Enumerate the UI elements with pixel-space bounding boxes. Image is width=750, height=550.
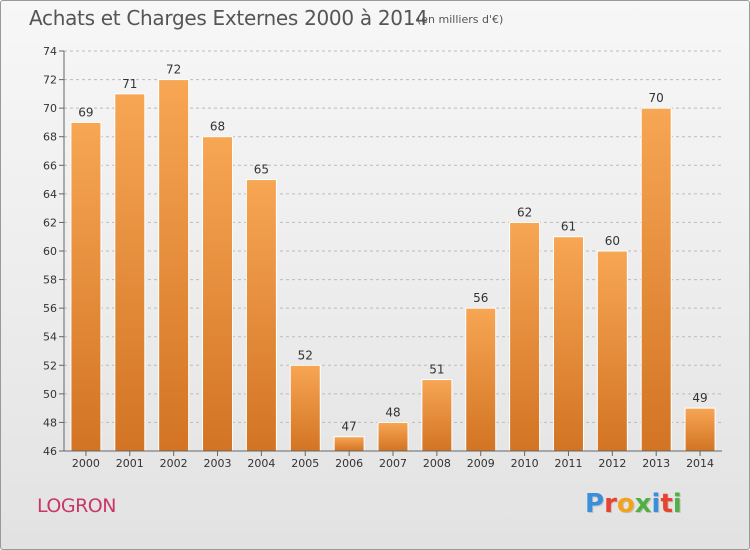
bar-2012: [596, 250, 628, 452]
logo-letter: P: [585, 489, 605, 519]
y-tick-label: 54: [43, 331, 57, 344]
data-label: 65: [254, 163, 269, 177]
data-label: 71: [122, 77, 137, 91]
x-tick-label: 2002: [160, 457, 188, 470]
logo-letter: t: [660, 489, 673, 519]
bar-2013: [640, 107, 672, 452]
x-tick-label: 2009: [467, 457, 495, 470]
bar-2002: [158, 79, 190, 452]
x-tick-label: 2014: [686, 457, 714, 470]
bar-2001: [114, 93, 146, 452]
commune-name: LOGRON: [37, 495, 116, 517]
x-tick-label: 2003: [204, 457, 232, 470]
data-label: 47: [341, 420, 356, 434]
y-tick-label: 68: [43, 131, 57, 144]
bar-2008: [421, 379, 453, 452]
data-label: 52: [298, 348, 313, 362]
bar-2011: [552, 236, 584, 452]
logo-letter: i: [651, 489, 661, 519]
x-axis: 2000 2001 2002 2003 2004 2005 2006 2007 2008 2009…: [64, 450, 722, 470]
bar-2009: [465, 307, 497, 452]
bars: [70, 79, 716, 452]
data-label: 56: [473, 291, 488, 305]
logo-letter: i: [672, 489, 682, 519]
data-label: 72: [166, 63, 181, 77]
bar-2000: [70, 121, 102, 452]
bar-2004: [245, 179, 277, 452]
data-label: 70: [649, 91, 664, 105]
data-label: 61: [561, 220, 576, 234]
proxiti-logo[interactable]: Proxiti: [585, 489, 682, 519]
logo-letter: r: [604, 489, 617, 519]
bar-2010: [509, 221, 541, 452]
x-tick-label: 2004: [247, 457, 275, 470]
y-tick-label: 72: [43, 74, 57, 87]
x-tick-label: 2010: [511, 457, 539, 470]
y-tick-label: 52: [43, 359, 57, 372]
y-axis: 46 48 50 52 54 56 58 60 62 64 66 68 70 72 74: [43, 45, 65, 458]
x-tick-label: 2001: [116, 457, 144, 470]
x-tick-label: 2013: [642, 457, 670, 470]
data-label: 49: [692, 391, 707, 405]
y-tick-label: 74: [43, 45, 57, 58]
x-tick-label: 2008: [423, 457, 451, 470]
data-label: 51: [429, 363, 444, 377]
y-tick-label: 70: [43, 102, 57, 115]
data-labels: 69 71 72 68 65 52 47 48 51 56 62 61 60 70 49: [78, 63, 707, 434]
x-tick-label: 2005: [291, 457, 319, 470]
y-tick-label: 60: [43, 245, 57, 258]
bar-2007: [377, 421, 409, 452]
chart-title: Achats et Charges Externes 2000 à 2014: [29, 6, 428, 30]
data-label: 60: [605, 234, 620, 248]
data-label: 62: [517, 205, 532, 219]
bar-2003: [202, 136, 234, 452]
data-label: 69: [78, 105, 93, 119]
logo-letter: o: [616, 489, 635, 519]
y-tick-label: 66: [43, 159, 57, 172]
logo-letter: x: [634, 489, 652, 519]
y-tick-label: 62: [43, 216, 57, 229]
y-tick-label: 58: [43, 274, 57, 287]
bar-2014: [684, 407, 716, 452]
y-tick-label: 64: [43, 188, 57, 201]
y-tick-label: 48: [43, 416, 57, 429]
x-tick-label: 2011: [554, 457, 582, 470]
x-tick-label: 2006: [335, 457, 363, 470]
x-tick-label: 2000: [72, 457, 100, 470]
y-tick-label: 50: [43, 388, 57, 401]
x-tick-label: 2007: [379, 457, 407, 470]
y-tick-label: 46: [43, 445, 57, 458]
x-tick-label: 2012: [598, 457, 626, 470]
y-tick-label: 56: [43, 302, 57, 315]
data-label: 48: [385, 405, 400, 419]
data-label: 68: [210, 120, 225, 134]
bar-2006: [333, 436, 365, 452]
bar-2005: [289, 364, 321, 452]
chart-subtitle: (en milliers d'€): [417, 13, 504, 26]
